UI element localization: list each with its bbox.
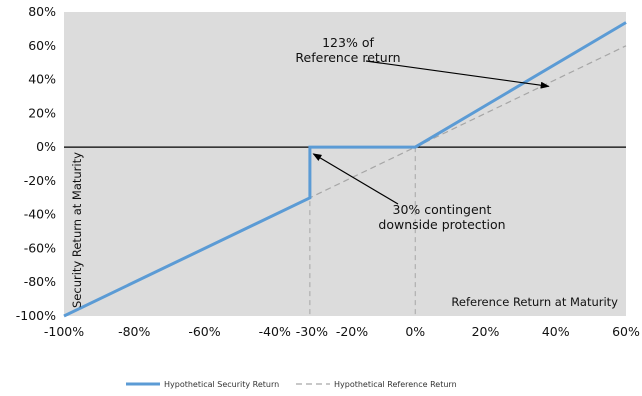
legend-label: Hypothetical Security Return <box>164 380 279 389</box>
y-tick-label: 80% <box>28 4 56 19</box>
annotation-arrow <box>365 60 550 89</box>
x-tick-label: -30% <box>296 324 328 339</box>
plot-area <box>64 12 626 316</box>
x-tick-label: -20% <box>336 324 368 339</box>
y-axis-title: Security Return at Maturity <box>70 152 84 308</box>
y-tick-label: -60% <box>24 240 56 255</box>
x-tick-label: 60% <box>612 324 640 339</box>
x-axis-title: Reference Return at Maturity <box>451 295 618 309</box>
annotation-text: 30% contingent downside protection <box>378 202 505 232</box>
x-tick-label: -60% <box>188 324 220 339</box>
x-tick-label: 20% <box>472 324 500 339</box>
y-tick-label: 60% <box>28 38 56 53</box>
x-tick-label: -40% <box>259 324 291 339</box>
legend: Hypothetical Security Return Hypothetical… <box>126 380 457 389</box>
y-tick-label: 0% <box>36 139 56 154</box>
security-return-line <box>63 21 627 318</box>
y-tick-label: -20% <box>24 173 56 188</box>
legend-label: Hypothetical Reference Return <box>334 380 457 389</box>
y-tick-label: 20% <box>28 105 56 120</box>
y-tick-label: -80% <box>24 274 56 289</box>
x-tick-label: -80% <box>118 324 150 339</box>
annotation-arrow <box>312 153 399 205</box>
annotation-text: 123% of Reference return <box>295 35 400 65</box>
y-tick-label: 40% <box>28 72 56 87</box>
x-tick-label: -100% <box>44 324 84 339</box>
y-tick-label: -40% <box>24 207 56 222</box>
y-tick-label: -100% <box>16 308 56 323</box>
x-tick-label: 40% <box>542 324 570 339</box>
x-tick-label: 0% <box>405 324 425 339</box>
